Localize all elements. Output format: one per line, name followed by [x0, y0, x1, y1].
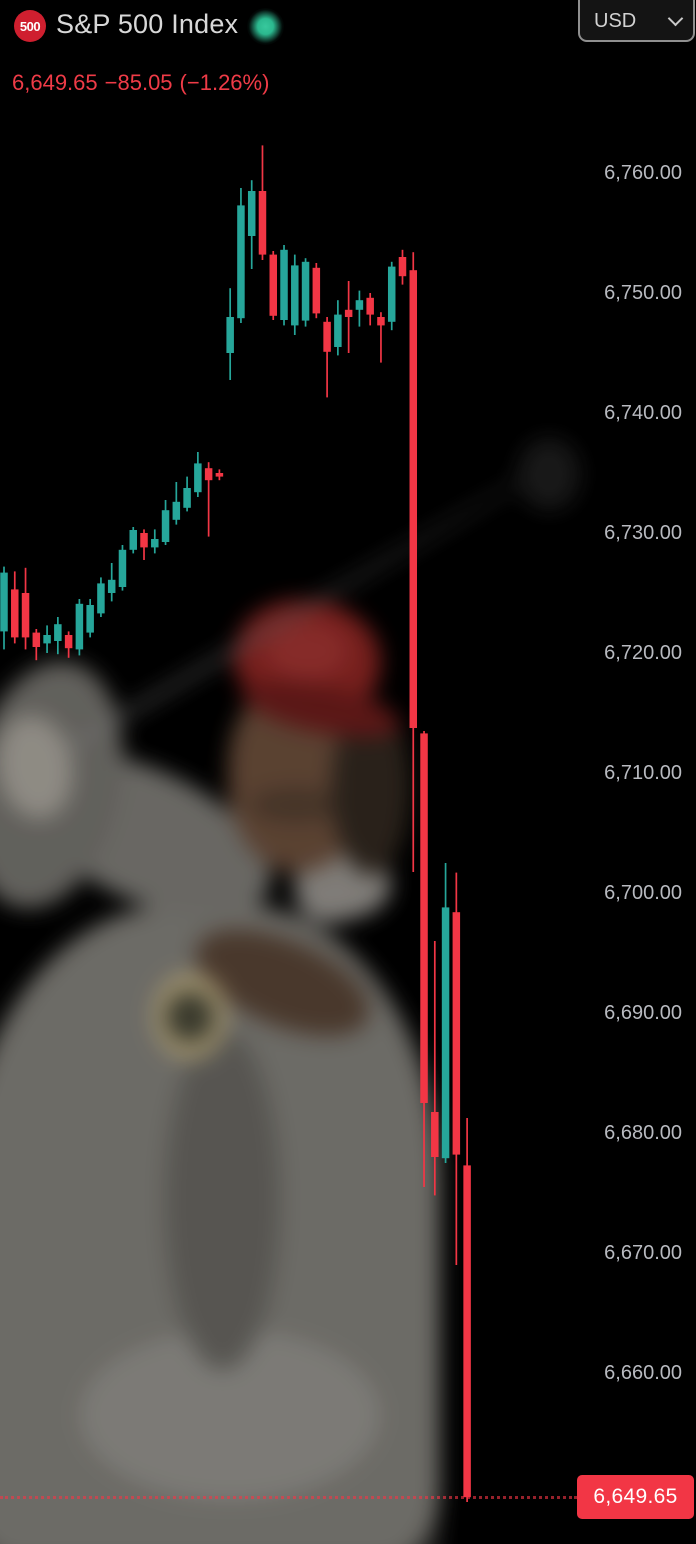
candle-wick: [433, 941, 436, 1196]
golfer-shirt-logo-center: [166, 992, 214, 1042]
price-axis-label: 6,680.00: [604, 1122, 682, 1144]
candle-body: [431, 1112, 439, 1157]
candle-body: [194, 463, 202, 493]
candle-body: [463, 1165, 471, 1498]
candle-body: [129, 530, 137, 550]
candle-body: [237, 205, 245, 319]
candle-body: [366, 297, 374, 315]
candle-body: [387, 266, 396, 322]
candle-body: [86, 605, 94, 633]
candle-body: [323, 321, 331, 352]
chevron-down-icon: [667, 10, 684, 26]
price-axis-label: 6,760.00: [604, 162, 682, 184]
candle-body: [54, 624, 62, 641]
price-axis-label: 6,750.00: [604, 282, 682, 304]
candle-body: [377, 317, 385, 326]
currency-value: USD: [594, 9, 637, 32]
candle-wick: [326, 317, 328, 398]
candle-body: [247, 191, 256, 236]
golfer-cap-highlight: [266, 622, 348, 680]
candle-body: [334, 314, 342, 347]
candle-body: [355, 300, 364, 310]
candle-body: [258, 191, 267, 255]
candle-body: [43, 635, 51, 644]
candle-body: [21, 593, 30, 638]
candle-body: [312, 267, 321, 314]
candle-body: [344, 309, 353, 317]
candle-body: [0, 572, 8, 632]
candle-body: [420, 733, 428, 1103]
candle-body: [75, 603, 84, 650]
candle-body: [183, 488, 191, 508]
candle-body: [151, 539, 159, 548]
candle-body: [398, 257, 407, 277]
price-axis-label: 6,700.00: [604, 882, 682, 904]
candle-body: [64, 635, 73, 649]
candle-wick: [380, 312, 382, 363]
candle-body: [161, 510, 170, 542]
golfer-face-shadow: [250, 788, 342, 822]
currency-dropdown[interactable]: USD: [578, 0, 695, 42]
price-axis-label: 6,690.00: [604, 1002, 682, 1024]
last-price-badge: 6,649.65: [577, 1475, 694, 1520]
price-axis-label: 6,730.00: [604, 522, 682, 544]
golfer-shirt-shadow: [165, 1030, 280, 1370]
candle-body: [280, 249, 288, 320]
price-axis-label: 6,720.00: [604, 642, 682, 664]
last-price-line: [0, 1496, 577, 1500]
candle-body: [269, 254, 277, 316]
candle-body: [97, 583, 105, 614]
candle-body: [409, 270, 418, 728]
candle-wick: [207, 462, 210, 537]
candle-body: [441, 907, 450, 1159]
candle-body: [215, 473, 224, 477]
candle-body: [118, 549, 127, 587]
candle-body: [452, 912, 461, 1155]
price-axis-label: 6,740.00: [604, 402, 682, 424]
candle-body: [107, 579, 116, 593]
candle-body: [204, 468, 213, 481]
candle-body: [226, 317, 234, 353]
golf-club-head: [518, 438, 580, 510]
candle-body: [301, 261, 310, 321]
candle-body: [140, 533, 148, 548]
candle-body: [291, 265, 299, 326]
candle-body: [172, 501, 181, 520]
candle-body: [32, 632, 41, 647]
price-axis-label: 6,660.00: [604, 1362, 682, 1384]
candle-body: [11, 589, 19, 638]
price-axis-label: 6,670.00: [604, 1242, 682, 1264]
price-axis-label: 6,710.00: [604, 762, 682, 784]
